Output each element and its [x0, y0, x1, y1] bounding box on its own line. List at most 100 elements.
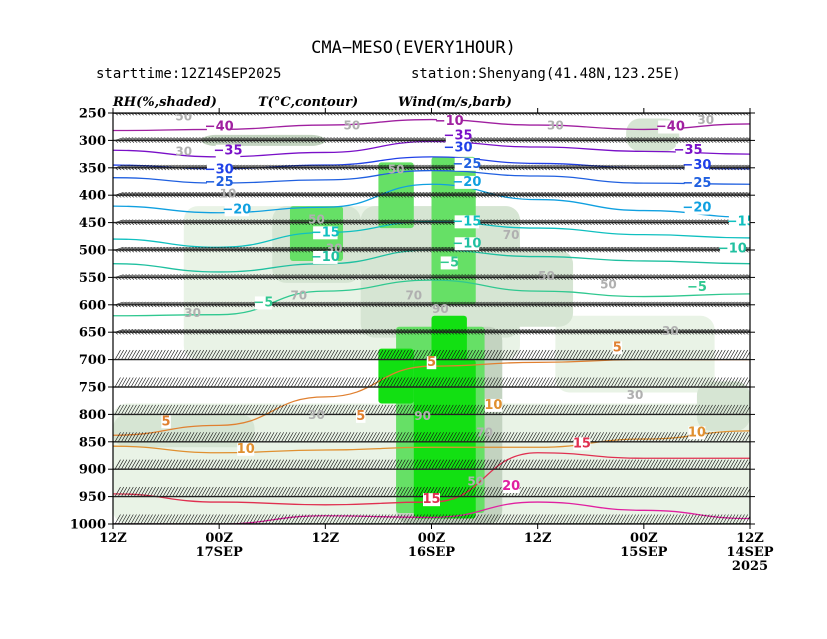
wind-barb: [354, 432, 361, 442]
wind-barb: [690, 349, 697, 360]
wind-barb: [626, 459, 633, 470]
wind-barb: [367, 486, 374, 497]
wind-barb: [450, 404, 457, 415]
wind-barb: [591, 486, 598, 497]
wind-barb: [271, 349, 278, 360]
wind-barb: [665, 459, 672, 470]
wind-barb: [591, 459, 598, 470]
wind-barb: [633, 377, 640, 388]
wind-barb: [652, 459, 659, 470]
wind-barb: [722, 459, 729, 470]
wind-barb: [466, 349, 473, 360]
wind-barb: [421, 377, 428, 388]
wind-barb: [617, 514, 624, 524]
wind-barb: [549, 459, 556, 470]
wind-barb: [188, 486, 195, 497]
wind-barb: [738, 459, 745, 470]
wind-barb: [489, 377, 496, 388]
wind-barb: [165, 349, 172, 360]
wind-barb: [546, 514, 553, 524]
wind-barb: [261, 514, 268, 524]
wind-barb: [508, 514, 515, 524]
wind-barb: [418, 432, 425, 442]
wind-barb: [322, 514, 329, 524]
wind-barb: [492, 349, 499, 360]
wind-barb: [233, 349, 240, 360]
wind-barb: [543, 432, 550, 442]
wind-barb: [569, 404, 576, 415]
wind-barb: [559, 486, 566, 497]
wind-barb: [700, 404, 707, 415]
wind-barb: [581, 459, 588, 470]
wind-barb: [204, 377, 211, 388]
wind-barb: [377, 377, 384, 388]
wind-barb: [489, 514, 496, 524]
wind-barb: [553, 349, 560, 360]
wind-barb: [457, 486, 464, 497]
wind-barb: [149, 486, 156, 497]
wind-barb: [121, 486, 128, 497]
wind-barb: [252, 349, 259, 360]
wind-barb: [121, 432, 128, 442]
wind-barb: [610, 459, 617, 470]
wind-barb: [597, 514, 604, 524]
wind-barb: [514, 349, 521, 360]
wind-barb: [681, 514, 688, 524]
wind-barb: [620, 432, 627, 442]
wind-barb: [553, 377, 560, 388]
wind-barb: [665, 486, 672, 497]
wind-barb: [178, 349, 185, 360]
wind-barb: [297, 514, 304, 524]
wind-barb: [370, 459, 377, 470]
wind-barb: [562, 432, 569, 442]
wind-barb: [441, 514, 448, 524]
wind-barb: [239, 459, 246, 470]
wind-barb: [418, 459, 425, 470]
wind-barb: [146, 404, 153, 415]
wind-barb: [639, 486, 646, 497]
wind-barb: [665, 349, 672, 360]
wind-barb: [127, 459, 134, 470]
wind-barb: [709, 377, 716, 388]
wind-barb: [204, 514, 211, 524]
wind-barb: [325, 486, 332, 497]
wind-barb: [588, 404, 595, 415]
wind-barb: [210, 514, 217, 524]
wind-barb: [517, 404, 524, 415]
wind-barb: [223, 514, 230, 524]
wind-barb: [402, 404, 409, 415]
wind-barb: [620, 349, 627, 360]
wind-barb: [725, 404, 732, 415]
wind-barb: [453, 377, 460, 388]
wind-barb: [140, 404, 147, 415]
wind-barb: [409, 432, 416, 442]
wind-barb: [191, 349, 198, 360]
wind-barb: [719, 459, 726, 470]
wind-barb: [217, 404, 224, 415]
wind-barb: [457, 432, 464, 442]
wind-barb: [114, 349, 121, 360]
wind-barb: [460, 377, 467, 388]
wind-barb: [649, 377, 656, 388]
wind-barb: [316, 432, 323, 442]
wind-barb: [396, 486, 403, 497]
wind-barb: [268, 404, 275, 415]
wind-barb: [325, 432, 332, 442]
wind-barb: [610, 377, 617, 388]
wind-barb: [652, 404, 659, 415]
wind-barb: [287, 514, 294, 524]
wind-barb: [329, 349, 336, 360]
wind-barb: [357, 349, 364, 360]
wind-barb: [703, 377, 710, 388]
wind-barb: [681, 459, 688, 470]
wind-barb: [364, 404, 371, 415]
wind-barb: [556, 459, 563, 470]
wind-barb: [642, 514, 649, 524]
wind-barb: [681, 349, 688, 360]
wind-barb: [345, 377, 352, 388]
rh-region-8: [696, 381, 750, 431]
wind-barb: [575, 486, 582, 497]
wind-barb: [588, 459, 595, 470]
wind-barb: [434, 377, 441, 388]
wind-barb: [617, 377, 624, 388]
